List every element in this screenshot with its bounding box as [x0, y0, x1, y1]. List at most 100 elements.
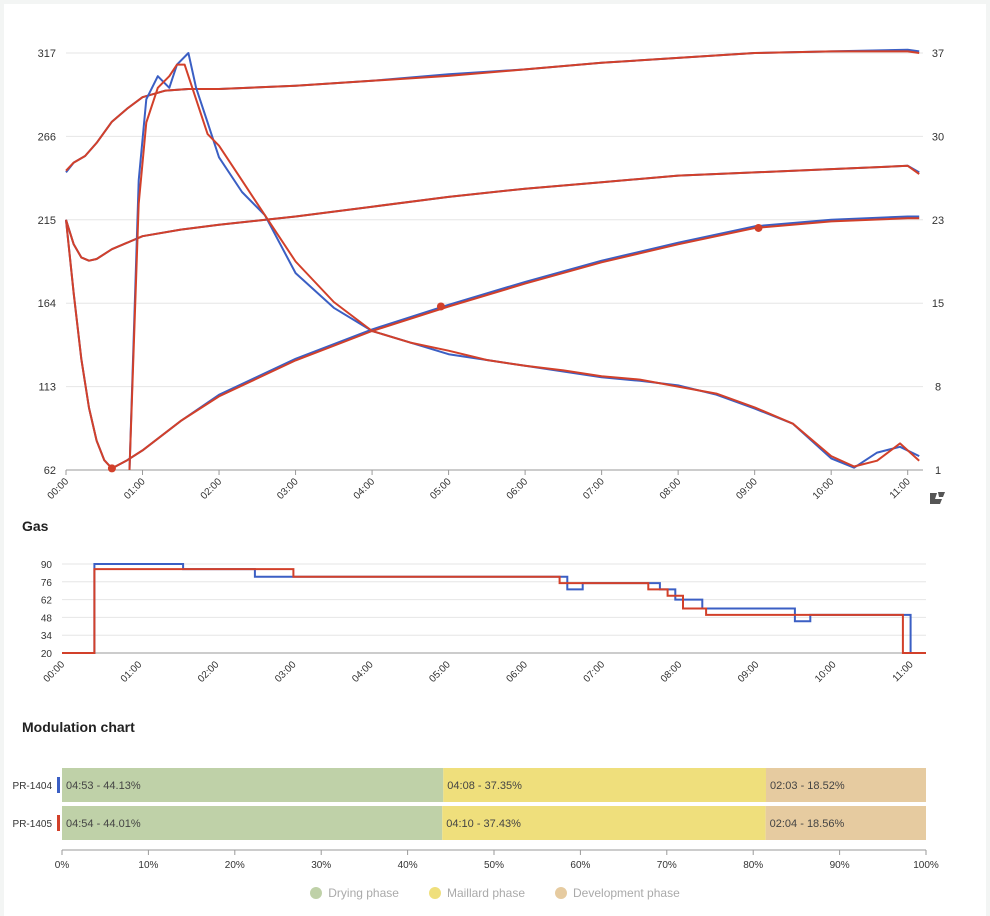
gas-chart-grid	[62, 563, 926, 654]
modulation-bar-segment	[443, 768, 766, 802]
modulation-x-tick-label: 50%	[484, 860, 504, 871]
gas-x-tick-label: 08:00	[659, 659, 685, 685]
main-chart-right-axis: 37 30 23 15 8 1	[932, 48, 944, 477]
main-x-tick-label: 03:00	[275, 476, 301, 502]
gas-y-tick-label: 76	[41, 578, 53, 589]
main-right-tick-label: 37	[932, 48, 944, 60]
modulation-category-swatch	[57, 815, 60, 831]
gas-y-tick-label: 34	[41, 631, 53, 642]
gas-x-tick-label: 07:00	[582, 659, 608, 685]
modulation-bars: 04:53 - 44.13% 04:08 - 37.35% 02:03 - 18.5…	[62, 768, 926, 840]
main-x-tick-label: 09:00	[734, 476, 760, 502]
modulation-x-tick-label: 0%	[55, 860, 70, 871]
legend-label-development: Development phase	[573, 886, 680, 900]
gas-chart-x-axis: 00:00 01:00 02:00 03:00 04:00 05:00 06:00 07:00…	[42, 659, 916, 685]
main-left-tick-label: 215	[38, 215, 56, 227]
main-event-marker	[754, 223, 763, 232]
main-chart-x-axis: 00:00 01:00 02:00 03:00 04:00 05:00 06:00 07:00…	[46, 470, 913, 502]
main-left-tick-label: 266	[38, 131, 56, 143]
modulation-bar-label: 04:08 - 37.35%	[447, 780, 522, 792]
main-left-tick-label: 113	[38, 382, 56, 394]
modulation-bar-segment	[765, 806, 926, 840]
modulation-categories: PR-1404 PR-1405	[13, 777, 60, 831]
gas-y-tick-label: 90	[41, 560, 53, 571]
legend-item-maillard[interactable]: Maillard phase	[428, 886, 526, 900]
legend-dot-development	[555, 887, 568, 899]
modulation-bar-label: 02:03 - 18.52%	[770, 780, 845, 792]
main-x-tick-label: 07:00	[581, 476, 607, 502]
main-x-tick-label: 08:00	[658, 476, 684, 502]
main-event-marker	[107, 464, 116, 473]
gas-y-tick-label: 48	[41, 613, 53, 624]
modulation-x-tick-label: 100%	[913, 860, 939, 871]
modulation-category-label: PR-1404	[13, 781, 53, 792]
modulation-category-label: PR-1405	[13, 819, 53, 830]
modulation-x-tick-label: 40%	[398, 860, 418, 871]
legend-dot-drying	[310, 887, 323, 899]
main-right-tick-label: 15	[932, 298, 944, 310]
gas-x-tick-label: 01:00	[119, 659, 145, 685]
gas-x-tick-label: 09:00	[736, 659, 762, 685]
main-series-line	[128, 52, 920, 471]
modulation-x-tick-label: 20%	[225, 860, 245, 871]
legend-label-drying: Drying phase	[328, 886, 399, 900]
modulation-chart-title: Modulation chart	[22, 719, 135, 735]
modulation-x-axis: 0% 10% 20% 30% 40% 50% 60% 70% 80% 90% 100%	[55, 849, 939, 871]
gas-x-tick-label: 06:00	[505, 659, 531, 685]
modulation-x-tick-label: 90%	[830, 860, 850, 871]
gas-chart: 90 76 62 48 34 20 00:00 01:00 02:00 03:00 04:00 05…	[41, 560, 926, 685]
main-left-tick-label: 62	[44, 465, 56, 477]
chart-card	[4, 4, 986, 916]
modulation-bar-segment	[765, 768, 926, 802]
modulation-bar-segment	[442, 806, 766, 840]
main-series-line	[65, 164, 920, 262]
modulation-bar-label: 04:10 - 37.43%	[446, 818, 521, 830]
gas-chart-y-axis: 90 76 62 48 34 20	[41, 560, 53, 660]
gas-x-tick-label: 00:00	[42, 659, 68, 685]
gas-chart-title: Gas	[22, 518, 49, 534]
main-x-tick-label: 06:00	[505, 476, 531, 502]
modulation-x-tick-label: 60%	[570, 860, 590, 871]
main-x-tick-label: 11:00	[888, 476, 913, 501]
gas-y-tick-label: 62	[41, 596, 53, 607]
modulation-bar-label: 04:54 - 44.01%	[66, 818, 141, 830]
legend-item-development[interactable]: Development phase	[555, 886, 680, 900]
gas-series-line	[62, 568, 926, 654]
gas-y-tick-label: 20	[41, 649, 53, 660]
main-right-tick-label: 1	[935, 465, 941, 477]
legend-label-maillard: Maillard phase	[446, 886, 526, 900]
main-chart-grid	[66, 52, 923, 471]
main-left-tick-label: 164	[38, 298, 56, 310]
main-x-tick-label: 01:00	[122, 476, 148, 502]
gas-x-tick-label: 11:00	[891, 659, 916, 684]
modulation-x-tick-label: 80%	[743, 860, 763, 871]
legend-item-drying[interactable]: Drying phase	[310, 886, 399, 900]
modulation-legend: Drying phase Maillard phase Development …	[0, 886, 990, 900]
main-event-marker	[436, 302, 445, 311]
gas-x-tick-label: 04:00	[350, 659, 376, 685]
main-series-line	[65, 50, 920, 172]
gas-chart-series	[62, 563, 926, 654]
modulation-x-tick-label: 30%	[311, 860, 331, 871]
gas-x-tick-label: 02:00	[196, 659, 222, 685]
main-x-tick-label: 04:00	[352, 476, 378, 502]
main-chart-left-axis: 317 266 215 164 113 62	[38, 48, 56, 477]
modulation-chart: 04:53 - 44.13% 04:08 - 37.35% 02:03 - 18.5…	[13, 768, 939, 871]
modulation-bar-segment	[62, 768, 444, 802]
gas-x-tick-label: 03:00	[273, 659, 299, 685]
main-left-tick-label: 317	[38, 48, 56, 60]
legend-dot-maillard	[428, 887, 441, 899]
modulation-bar-label: 02:04 - 18.56%	[770, 818, 845, 830]
modulation-bar-segment	[62, 806, 443, 840]
modulation-x-tick-label: 10%	[138, 860, 158, 871]
main-chart-series	[65, 48, 920, 471]
main-right-tick-label: 8	[935, 382, 941, 394]
gas-x-tick-label: 05:00	[427, 659, 453, 685]
main-x-tick-label: 10:00	[811, 476, 837, 502]
main-series-line	[65, 215, 920, 470]
modulation-x-tick-label: 70%	[657, 860, 677, 871]
main-chart-events	[107, 223, 763, 473]
main-x-tick-label: 02:00	[199, 476, 225, 502]
modulation-category-swatch	[57, 777, 60, 793]
